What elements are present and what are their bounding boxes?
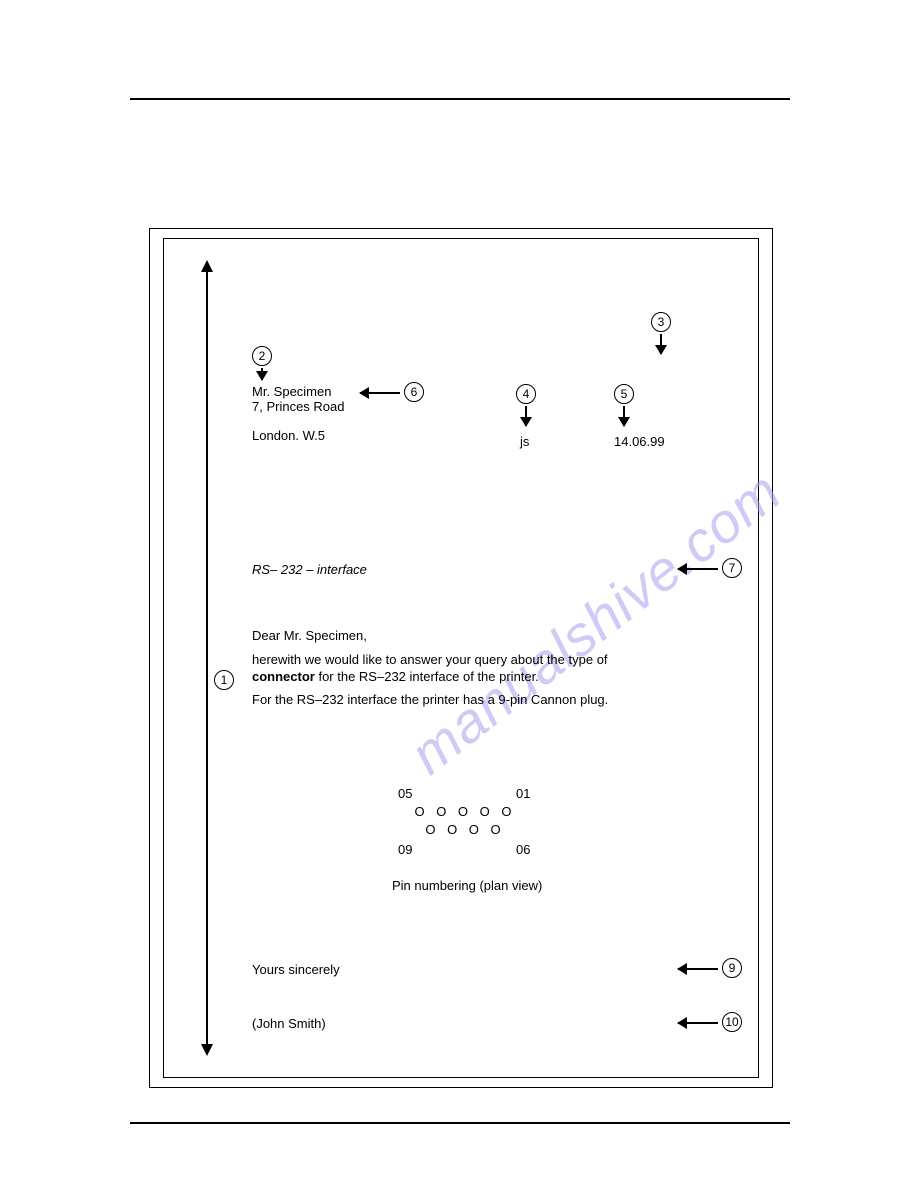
pin-label-09: 09 (398, 842, 412, 859)
callout-4: 4 (516, 384, 536, 404)
arrow-callout-5 (623, 406, 625, 426)
closing: Yours sincerely (252, 962, 340, 979)
arrow-callout-3 (660, 334, 662, 354)
sender-initials: js (520, 434, 529, 451)
arrow-callout-9 (678, 968, 718, 970)
pin-caption: Pin numbering (plan view) (392, 878, 542, 895)
body-para-2: For the RS–232 interface the printer has… (252, 692, 632, 709)
pin-row-top: O O O O O (400, 804, 530, 819)
signature: (John Smith) (252, 1016, 326, 1033)
arrow-callout-7 (678, 568, 718, 570)
letter-date: 14.06.99 (614, 434, 665, 451)
arrow-callout-6 (360, 392, 400, 394)
callout-3: 3 (651, 312, 671, 332)
address-line-3: London. W.5 (252, 428, 325, 445)
callout-2: 2 (252, 346, 272, 366)
callout-1: 1 (214, 670, 234, 690)
callout-7: 7 (722, 558, 742, 578)
bottom-rule (130, 1122, 790, 1124)
pin-row-bottom: O O O O (400, 822, 530, 837)
pin-label-01: 01 (516, 786, 530, 803)
callout-10: 10 (722, 1012, 742, 1032)
arrow-callout-2 (261, 368, 263, 380)
body1b: connector (252, 669, 315, 684)
callout-5: 5 (614, 384, 634, 404)
page-height-marker (201, 260, 213, 1056)
arrow-callout-10 (678, 1022, 718, 1024)
arrow-callout-4 (525, 406, 527, 426)
pin-label-05: 05 (398, 786, 412, 803)
address-line-2: 7, Princes Road (252, 399, 345, 416)
callout-9: 9 (722, 958, 742, 978)
greeting: Dear Mr. Specimen, (252, 628, 367, 645)
arrow-down-icon (201, 1044, 213, 1056)
body-para-1: herewith we would like to answer your qu… (252, 652, 632, 686)
pin-label-06: 06 (516, 842, 530, 859)
callout-6: 6 (404, 382, 424, 402)
top-rule (130, 98, 790, 100)
body1a: herewith we would like to answer your qu… (252, 652, 608, 667)
marker-line (206, 270, 208, 1046)
body1c: for the RS–232 interface of the printer. (315, 669, 539, 684)
subject-line: RS– 232 – interface (252, 562, 367, 579)
